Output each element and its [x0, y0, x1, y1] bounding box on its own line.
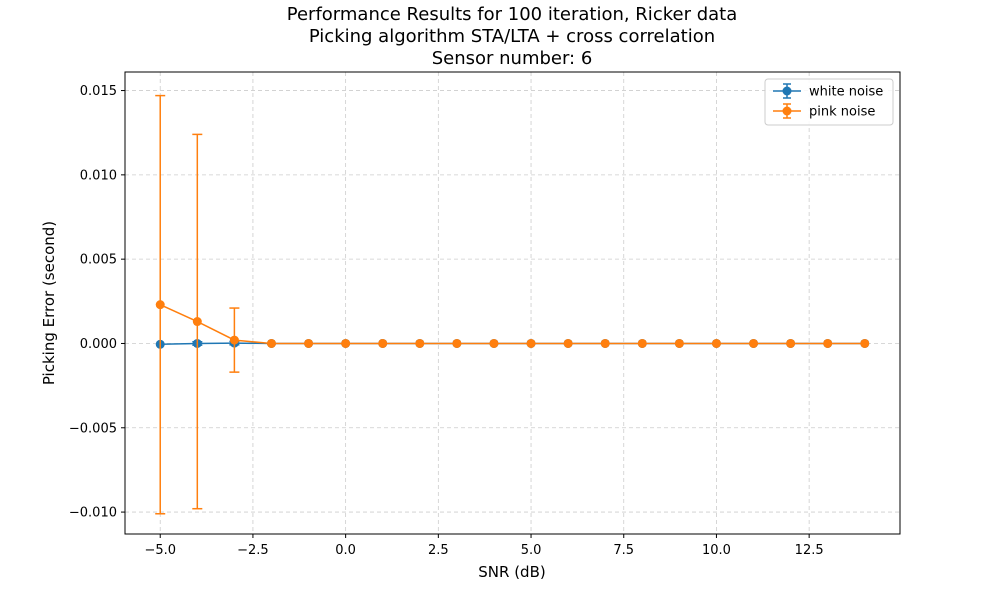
pink-noise-point — [415, 338, 425, 348]
pink-noise-point — [674, 338, 684, 348]
x-tick-label: 0.0 — [335, 543, 356, 558]
y-tick-label: 0.015 — [80, 84, 117, 99]
x-tick-label: −5.0 — [144, 543, 176, 558]
pink-noise-point — [786, 338, 796, 348]
pink-noise-point — [378, 338, 388, 348]
pink-noise-point — [600, 338, 610, 348]
y-tick-label: 0.005 — [80, 253, 117, 268]
chart-title-line-3: Sensor number: 6 — [432, 48, 593, 69]
x-tick-label: 2.5 — [428, 543, 449, 558]
y-tick-label: −0.005 — [69, 421, 117, 436]
pink-noise-point — [452, 338, 462, 348]
y-axis-label: Picking Error (second) — [40, 221, 58, 385]
pink-noise-series — [155, 94, 870, 515]
pink-noise-point — [341, 338, 351, 348]
y-tick-label: −0.010 — [69, 506, 117, 521]
legend-marker — [782, 86, 792, 96]
plot-series — [155, 94, 870, 515]
pink-noise-point — [266, 338, 276, 348]
pink-noise-point — [563, 338, 573, 348]
y-tick-label: 0.010 — [80, 168, 117, 183]
pink-noise-point — [304, 338, 314, 348]
x-tick-label: 7.5 — [613, 543, 634, 558]
pink-noise-point — [749, 338, 759, 348]
pink-noise-line — [159, 304, 865, 345]
pink-noise-point — [637, 338, 647, 348]
chart-title-line-1: Performance Results for 100 iteration, R… — [287, 4, 737, 25]
pink-noise-point — [711, 338, 721, 348]
x-axis-label: SNR (dB) — [478, 563, 545, 581]
pink-noise-point — [489, 338, 499, 348]
chart-title-line-2: Picking algorithm STA/LTA + cross correl… — [309, 26, 715, 47]
pink-noise-point — [526, 338, 536, 348]
x-tick-label: 10.0 — [702, 543, 731, 558]
axes: −5.0 −2.5 0.0 2.5 5.0 7.5 10.0 12.5 −0.010 −0.005… — [69, 84, 824, 558]
x-tick-label: 12.5 — [795, 543, 824, 558]
y-tick-label: 0.000 — [80, 337, 117, 352]
legend-label: white noise — [809, 85, 883, 100]
legend-label: pink noise — [809, 105, 875, 120]
plot-frame — [124, 71, 901, 535]
x-tick-label: 5.0 — [521, 543, 542, 558]
legend-entry-pink-noise: pink noise — [773, 103, 875, 120]
pink-noise-point — [860, 338, 870, 348]
legend: white noise pink noise — [764, 78, 894, 126]
legend-entry-white-noise: white noise — [773, 83, 883, 100]
pink-noise-point — [823, 338, 833, 348]
x-tick-label: −2.5 — [237, 543, 269, 558]
legend-marker — [782, 106, 792, 116]
pink-noise-point — [192, 317, 202, 327]
pink-noise-point — [229, 335, 239, 345]
pink-noise-point — [155, 300, 165, 310]
